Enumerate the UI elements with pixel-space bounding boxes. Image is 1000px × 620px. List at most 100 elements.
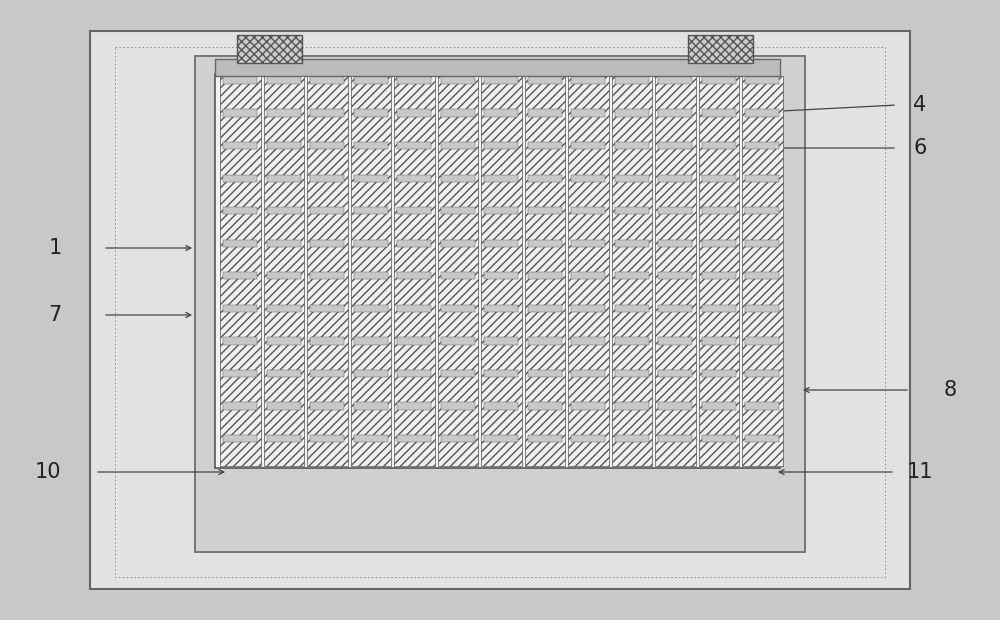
Bar xyxy=(484,175,518,182)
Bar xyxy=(658,370,692,377)
Bar xyxy=(441,175,475,182)
Bar xyxy=(397,305,431,312)
Bar xyxy=(441,337,475,345)
Bar xyxy=(528,305,562,312)
Bar xyxy=(571,337,605,345)
Bar xyxy=(484,110,518,117)
Bar xyxy=(354,77,388,84)
Bar xyxy=(745,305,779,312)
Bar xyxy=(267,305,301,312)
Bar xyxy=(528,207,562,215)
Bar xyxy=(571,435,605,442)
Bar xyxy=(484,370,518,377)
Bar xyxy=(397,175,431,182)
Bar xyxy=(702,207,736,215)
Bar xyxy=(223,77,257,84)
Bar xyxy=(484,142,518,149)
Bar xyxy=(267,370,301,377)
Text: 10: 10 xyxy=(35,462,61,482)
Bar xyxy=(267,175,301,182)
Bar xyxy=(310,370,344,377)
Bar xyxy=(441,240,475,247)
Bar xyxy=(658,272,692,280)
Bar xyxy=(397,402,431,410)
Bar xyxy=(658,305,692,312)
Bar xyxy=(528,110,562,117)
Bar xyxy=(397,370,431,377)
Bar xyxy=(615,175,649,182)
Bar xyxy=(267,337,301,345)
Bar xyxy=(267,207,301,215)
Bar xyxy=(397,272,431,280)
Bar xyxy=(612,76,652,466)
Bar xyxy=(702,77,736,84)
Bar xyxy=(267,77,301,84)
Bar xyxy=(528,272,562,280)
Bar xyxy=(702,305,736,312)
Bar xyxy=(237,35,302,63)
Bar xyxy=(441,207,475,215)
Bar xyxy=(655,76,696,466)
Bar xyxy=(310,110,344,117)
Bar xyxy=(354,305,388,312)
Bar xyxy=(310,337,344,345)
Bar xyxy=(615,272,649,280)
Bar xyxy=(568,76,608,466)
Bar xyxy=(397,337,431,345)
Bar xyxy=(702,435,736,442)
Bar xyxy=(745,207,779,215)
Text: 8: 8 xyxy=(943,380,957,400)
Bar xyxy=(90,31,910,589)
Bar xyxy=(397,207,431,215)
Bar xyxy=(658,337,692,345)
Bar xyxy=(397,77,431,84)
Bar xyxy=(571,207,605,215)
Bar xyxy=(484,77,518,84)
Bar xyxy=(658,175,692,182)
Bar xyxy=(267,240,301,247)
Bar xyxy=(195,56,805,552)
Bar xyxy=(745,272,779,280)
Bar xyxy=(571,77,605,84)
Bar xyxy=(215,59,780,76)
Bar xyxy=(615,77,649,84)
Bar xyxy=(223,240,257,247)
Bar xyxy=(220,76,260,466)
Bar xyxy=(745,110,779,117)
Bar xyxy=(310,305,344,312)
Bar xyxy=(307,76,348,466)
Bar xyxy=(484,435,518,442)
Bar xyxy=(702,110,736,117)
Bar xyxy=(742,76,782,466)
Bar xyxy=(702,370,736,377)
Bar xyxy=(571,110,605,117)
Bar xyxy=(354,142,388,149)
Bar xyxy=(615,142,649,149)
Bar xyxy=(745,435,779,442)
Bar xyxy=(528,370,562,377)
Bar xyxy=(310,272,344,280)
Bar xyxy=(702,175,736,182)
Bar xyxy=(702,402,736,410)
Bar xyxy=(615,110,649,117)
Bar xyxy=(484,272,518,280)
Bar xyxy=(310,142,344,149)
Bar xyxy=(484,240,518,247)
Bar xyxy=(571,142,605,149)
Bar xyxy=(397,240,431,247)
Bar xyxy=(528,240,562,247)
Bar xyxy=(215,74,780,468)
Bar xyxy=(571,370,605,377)
Bar xyxy=(441,402,475,410)
Bar xyxy=(223,305,257,312)
Bar xyxy=(528,402,562,410)
Bar xyxy=(310,435,344,442)
Bar xyxy=(354,370,388,377)
Text: 4: 4 xyxy=(913,95,927,115)
Bar xyxy=(615,435,649,442)
Bar xyxy=(528,175,562,182)
Bar xyxy=(484,337,518,345)
Bar xyxy=(223,337,257,345)
Bar xyxy=(310,175,344,182)
Bar xyxy=(223,207,257,215)
